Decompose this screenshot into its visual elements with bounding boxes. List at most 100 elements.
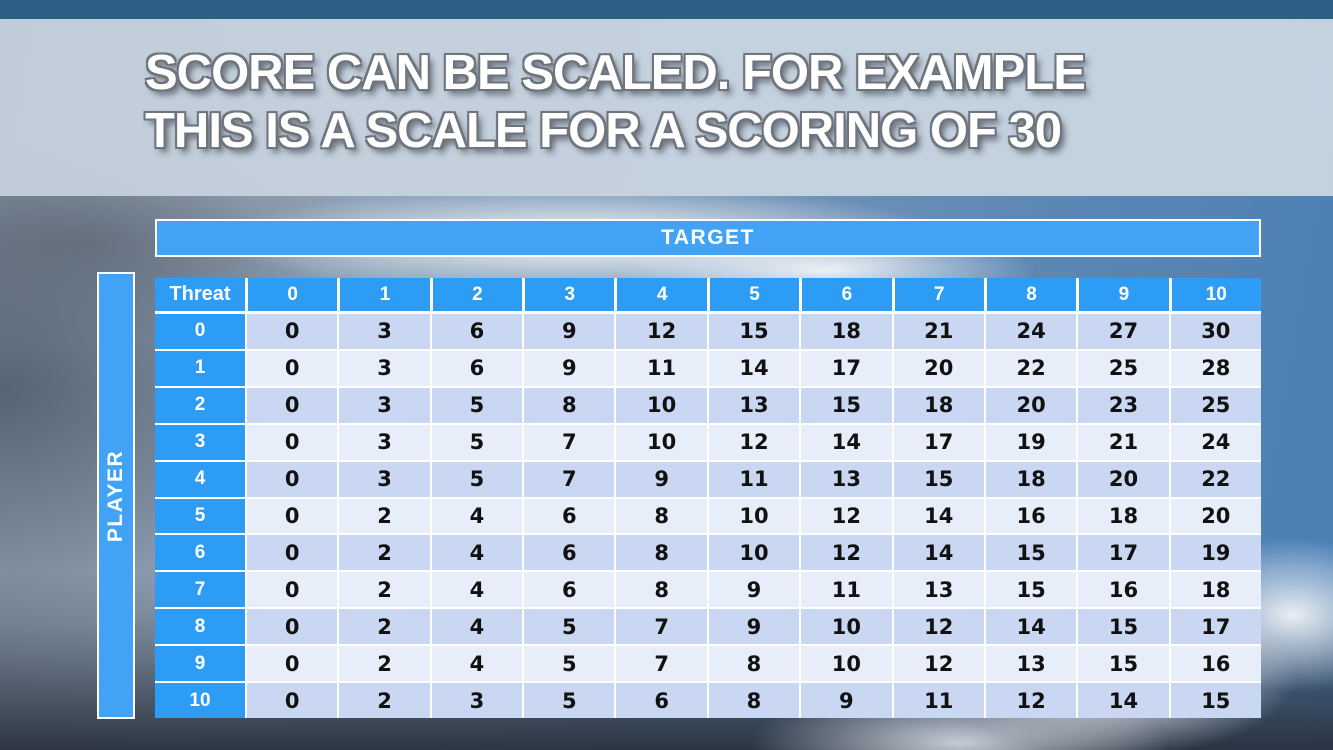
score-cell-r6c0: 0 [247,535,338,571]
score-cell-r1c2: 6 [431,350,523,386]
row-header-5: 5 [155,498,245,534]
score-cell-r6c1: 2 [339,535,430,571]
score-cell-r8c4: 7 [616,609,707,645]
score-cell-r9c7: 12 [893,646,984,682]
score-cell-r8c3: 5 [524,609,615,645]
score-cell-r9c10: 16 [1170,646,1261,682]
score-cell-r0c9: 27 [1078,314,1169,349]
score-cell-r6c3: 6 [524,535,615,571]
score-cell-r7c2: 4 [431,572,523,608]
score-cell-r4c0: 0 [247,461,338,497]
score-cell-r7c9: 16 [1078,572,1169,608]
score-cell-r9c0: 0 [247,646,338,682]
score-cell-r5c9: 18 [1078,498,1169,534]
score-cell-r2c4: 10 [616,387,707,423]
score-cell-r7c10: 18 [1170,572,1261,608]
score-cell-r5c1: 2 [339,498,430,534]
score-cell-r9c5: 8 [708,646,800,682]
score-cell-r7c8: 15 [985,572,1077,608]
score-cell-r0c4: 12 [616,314,707,349]
column-header-8: 8 [986,278,1077,311]
score-cell-r2c2: 5 [431,387,523,423]
score-cell-r7c0: 0 [247,572,338,608]
score-cell-r4c3: 7 [524,461,615,497]
score-cell-r6c10: 19 [1170,535,1261,571]
row-header-9: 9 [155,646,245,682]
score-cell-r3c0: 0 [247,424,338,460]
score-cell-r5c7: 14 [893,498,984,534]
score-cell-r1c4: 11 [616,350,707,386]
score-cell-r0c7: 21 [893,314,984,349]
score-cell-r4c4: 9 [616,461,707,497]
score-cell-r7c3: 6 [524,572,615,608]
score-cell-r10c9: 14 [1078,683,1169,718]
score-cell-r8c8: 14 [985,609,1077,645]
threat-corner-header-cell: Threat [155,278,245,311]
player-axis-header: PLAYER [97,272,135,719]
score-cell-r6c2: 4 [431,535,523,571]
column-header-1: 1 [340,278,430,311]
score-cell-r10c2: 3 [431,683,523,718]
score-cell-r7c5: 9 [708,572,800,608]
score-cell-r9c8: 13 [985,646,1077,682]
score-cell-r5c0: 0 [247,498,338,534]
score-cell-r2c7: 18 [893,387,984,423]
column-header-7: 7 [894,278,984,311]
score-cell-r1c7: 20 [893,350,984,386]
score-cell-r8c7: 12 [893,609,984,645]
score-cell-r2c9: 23 [1078,387,1169,423]
score-cell-r4c8: 18 [985,461,1077,497]
score-cell-r8c1: 2 [339,609,430,645]
column-header-5: 5 [709,278,800,311]
score-cell-r1c5: 14 [708,350,800,386]
score-cell-r1c8: 22 [985,350,1077,386]
score-cell-r3c1: 3 [339,424,430,460]
score-cell-r10c1: 2 [339,683,430,718]
score-cell-r5c2: 4 [431,498,523,534]
column-header-10: 10 [1171,278,1261,311]
score-table-body: 0 0 3 6 9 12 15 18 21 24 27 30 1 0 3 6 9 11 14 17 20 22 25 28 2 0… [155,314,1261,718]
score-cell-r1c1: 3 [339,350,430,386]
score-cell-r6c7: 14 [893,535,984,571]
score-cell-r2c0: 0 [247,387,338,423]
slide-title-line2: THIS IS A SCALE FOR A SCORING OF 30 [145,104,1062,158]
score-cell-r0c1: 3 [339,314,430,349]
score-cell-r7c1: 2 [339,572,430,608]
column-header-6: 6 [802,278,892,311]
score-cell-r1c3: 9 [524,350,615,386]
score-cell-r2c1: 3 [339,387,430,423]
score-cell-r7c4: 8 [616,572,707,608]
score-cell-r4c5: 11 [708,461,800,497]
row-header-0: 0 [155,314,245,349]
score-cell-r5c8: 16 [985,498,1077,534]
score-cell-r3c8: 19 [985,424,1077,460]
score-cell-r9c4: 7 [616,646,707,682]
row-header-7: 7 [155,572,245,608]
score-cell-r3c9: 21 [1078,424,1169,460]
top-accent-bar [0,0,1333,19]
score-cell-r3c7: 17 [893,424,984,460]
score-cell-r2c5: 13 [708,387,800,423]
row-header-10: 10 [155,683,245,718]
column-header-0: 0 [248,278,338,311]
score-cell-r9c2: 4 [431,646,523,682]
score-cell-r1c9: 25 [1078,350,1169,386]
column-header-3: 3 [525,278,615,311]
score-cell-r0c10: 30 [1170,314,1261,349]
score-cell-r0c6: 18 [801,314,892,349]
column-header-2: 2 [432,278,523,311]
score-cell-r7c6: 11 [801,572,892,608]
score-cell-r10c4: 6 [616,683,707,718]
score-cell-r8c0: 0 [247,609,338,645]
score-cell-r4c9: 20 [1078,461,1169,497]
score-cell-r8c9: 15 [1078,609,1169,645]
score-cell-r9c6: 10 [801,646,892,682]
row-header-4: 4 [155,461,245,497]
score-cell-r7c7: 13 [893,572,984,608]
score-cell-r3c3: 7 [524,424,615,460]
score-cell-r1c6: 17 [801,350,892,386]
score-cell-r3c5: 12 [708,424,800,460]
score-cell-r10c0: 0 [247,683,338,718]
score-cell-r0c5: 15 [708,314,800,349]
